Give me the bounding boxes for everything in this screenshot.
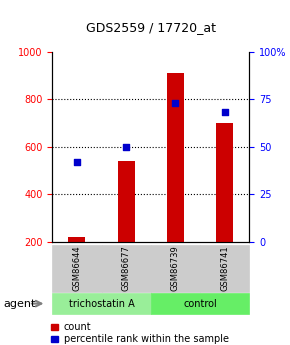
- Text: percentile rank within the sample: percentile rank within the sample: [64, 334, 229, 344]
- Text: GSM86644: GSM86644: [72, 245, 81, 291]
- Text: count: count: [64, 322, 91, 332]
- Text: GDS2559 / 17720_at: GDS2559 / 17720_at: [86, 21, 216, 34]
- Text: trichostatin A: trichostatin A: [69, 299, 134, 308]
- Bar: [216, 123, 233, 289]
- Text: GSM86741: GSM86741: [220, 245, 229, 291]
- Text: control: control: [183, 299, 217, 308]
- Point: [124, 144, 128, 149]
- Text: GSM86677: GSM86677: [122, 245, 131, 291]
- Point: [173, 100, 178, 106]
- Bar: [68, 237, 86, 289]
- Bar: [167, 73, 184, 289]
- Text: GSM86739: GSM86739: [171, 245, 180, 291]
- Text: agent: agent: [3, 299, 35, 308]
- Point: [222, 110, 227, 115]
- Bar: [117, 161, 135, 289]
- Point: [75, 159, 79, 165]
